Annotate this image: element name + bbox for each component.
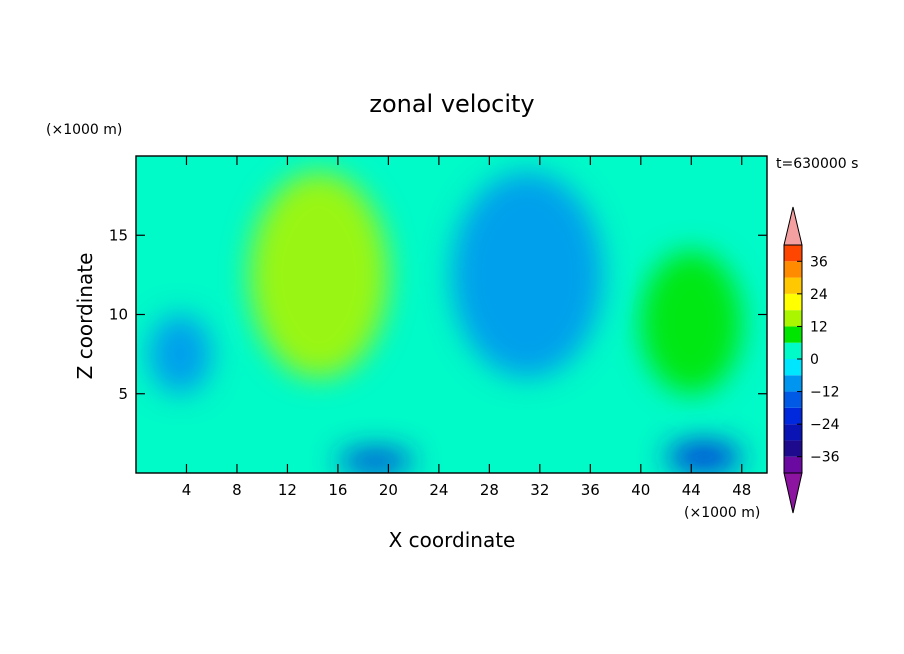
x-tick-label: 40 [631, 481, 650, 499]
colorbar-tick-label: −36 [810, 450, 840, 466]
colorbar-over-triangle [783, 206, 803, 246]
colorbar-swatch [784, 293, 802, 311]
field-region-4 [337, 449, 414, 473]
x-tick-label: 16 [328, 481, 347, 499]
colorbar-tick-label: 36 [810, 254, 828, 270]
y-tick-label: 15 [109, 226, 128, 244]
x-tick-label: 8 [232, 481, 242, 499]
colorbar-swatch [784, 391, 802, 408]
y-axis-label: Z coordinate [73, 253, 97, 380]
x-axis-label: X coordinate [389, 528, 516, 552]
time-label: t=630000 s [776, 156, 858, 172]
colorbar-tick-label: −12 [810, 385, 840, 401]
x-tick-label: 36 [581, 481, 600, 499]
x-tick-label: 12 [278, 481, 297, 499]
x-tick-label: 28 [480, 481, 499, 499]
colorbar-tick-label: 12 [810, 319, 828, 335]
colorbar-tick-label: 0 [810, 352, 819, 368]
colorbar-swatch [784, 407, 802, 425]
y-tick-label: 10 [109, 306, 128, 324]
colorbar-swatch [784, 456, 802, 473]
colorbar-tick-label: 24 [810, 287, 828, 303]
field-region-2 [640, 251, 742, 394]
colorbar-swatch [784, 440, 802, 457]
field-region-3 [148, 314, 212, 394]
colorbar: 36 24 12 0 −12 −24 −36 [783, 206, 840, 514]
x-tick-label: 32 [530, 481, 549, 499]
colorbar-swatch [784, 326, 802, 343]
field-region-5 [666, 441, 742, 473]
colorbar-swatch [784, 277, 802, 294]
colorbar-swatch [784, 245, 802, 262]
colorbar-swatch [784, 375, 802, 392]
colorbar-swatch [784, 310, 802, 327]
colorbar-under-triangle [783, 472, 803, 514]
x-unit-label: (×1000 m) [684, 505, 760, 521]
colorbar-swatch [784, 359, 802, 376]
y-unit-label: (×1000 m) [46, 122, 122, 138]
x-axis: 4 8 12 16 20 24 28 32 36 40 44 48 [182, 156, 751, 499]
colorbar-swatch [784, 342, 802, 359]
x-tick-label: 44 [682, 481, 701, 499]
x-tick-label: 48 [732, 481, 751, 499]
x-tick-label: 24 [429, 481, 448, 499]
y-axis: 5 10 15 [109, 226, 767, 403]
x-tick-label: 4 [182, 481, 192, 499]
velocity-field [136, 156, 767, 473]
colorbar-swatch [784, 261, 802, 278]
field-region-0 [249, 171, 389, 378]
colorbar-swatch [784, 424, 802, 441]
colorbar-tick-label: −24 [810, 417, 840, 433]
chart-title: zonal velocity [369, 90, 534, 118]
field-region-1 [451, 171, 603, 378]
y-tick-label: 5 [118, 385, 128, 403]
x-tick-label: 20 [379, 481, 398, 499]
